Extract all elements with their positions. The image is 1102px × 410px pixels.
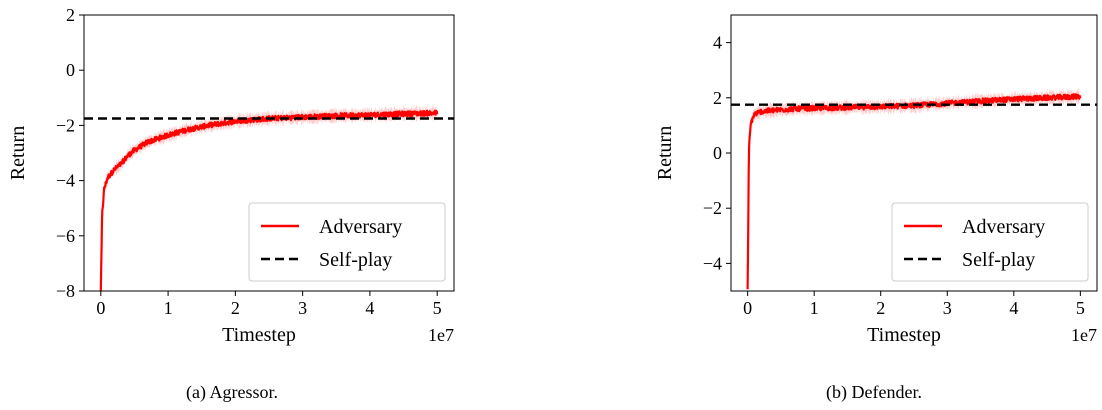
x-tick-label: 0: [743, 298, 752, 318]
adversary-line: [99, 109, 439, 291]
legend-label-adversary: Adversary: [962, 216, 1045, 238]
y-tick-label: 0: [66, 60, 75, 80]
x-tick-label: 4: [1009, 298, 1018, 318]
x-axis-label: Timestep: [867, 324, 941, 346]
plot-area: [84, 104, 454, 291]
x-tick-label: 1: [810, 298, 819, 318]
x-tick-label: 5: [433, 298, 442, 318]
chart-2: 0 1 2 3 4 5 −4 −2 0 2 4 Timestep Return 1e7 Adversary S…: [654, 14, 1098, 403]
legend-label-self-play: Self-play: [319, 249, 392, 271]
x-tick-label: 3: [298, 298, 307, 318]
y-tick-label: 2: [66, 5, 75, 25]
y-axis-label: Return: [654, 126, 676, 180]
y-tick-label: −8: [56, 281, 75, 301]
plot-area: [731, 88, 1097, 291]
y-tick-label: 2: [713, 88, 722, 108]
y-tick-label: 4: [713, 33, 722, 53]
x-tick-label: 2: [231, 298, 240, 318]
legend-box: [891, 202, 1089, 282]
x-axis-label: Timestep: [222, 324, 296, 346]
y-tick-label: −2: [56, 115, 75, 135]
legend: Adversary Self-play: [248, 202, 446, 282]
x-tick-label: 3: [943, 298, 952, 318]
caption: (a) Agressor.: [186, 382, 278, 403]
y-axis-label: Return: [7, 126, 29, 180]
x-tick-label: 2: [876, 298, 885, 318]
chart-1: 0 1 2 3 4 5 −8 −6 −4 −2 0 2 Timestep Return 1e7 Adversa…: [7, 5, 455, 403]
legend-label-adversary: Adversary: [319, 216, 402, 238]
x-tick-label: 5: [1076, 298, 1085, 318]
legend-label-self-play: Self-play: [962, 249, 1035, 271]
y-tick-label: −4: [703, 253, 722, 273]
caption: (b) Defender.: [826, 382, 922, 403]
adversary-line: [746, 93, 1082, 290]
x-tick-label: 1: [164, 298, 173, 318]
x-offset-label: 1e7: [1071, 325, 1097, 345]
x-offset-label: 1e7: [428, 325, 454, 345]
y-tick-label: −6: [56, 226, 75, 246]
axes-frame: [83, 14, 455, 292]
x-tick-label: 0: [96, 298, 105, 318]
y-tick-label: −4: [56, 171, 75, 191]
x-tick-label: 4: [365, 298, 374, 318]
y-tick-label: 0: [713, 143, 722, 163]
legend: Adversary Self-play: [891, 202, 1089, 282]
legend-box: [248, 202, 446, 282]
y-tick-label: −2: [703, 198, 722, 218]
